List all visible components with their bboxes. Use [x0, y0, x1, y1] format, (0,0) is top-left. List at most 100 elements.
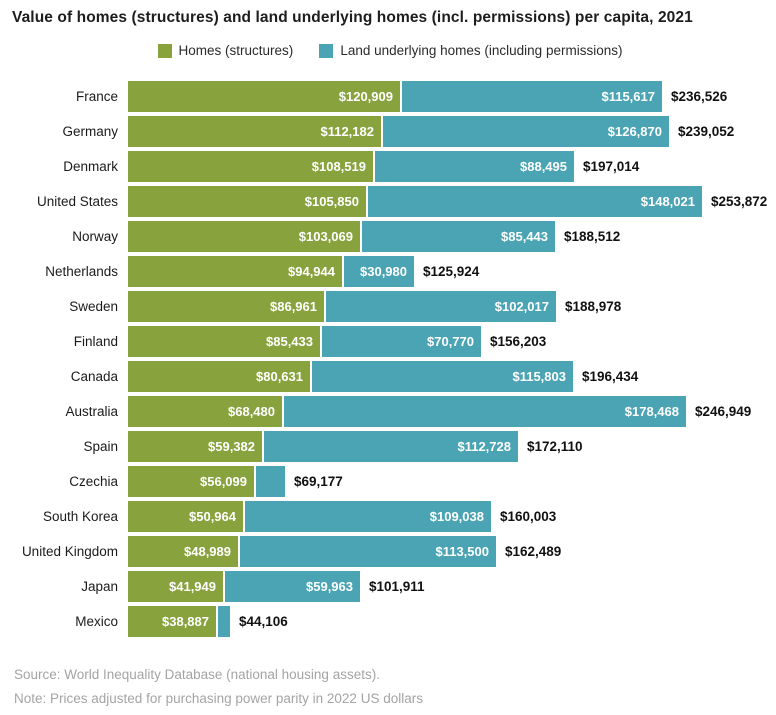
country-label: Finland	[73, 334, 118, 349]
country-label: Australia	[65, 404, 118, 419]
homes-segment: $120,909	[128, 81, 400, 112]
land-segment: $115,803	[312, 361, 573, 392]
bar-group: $86,961 $102,017 $188,978	[128, 291, 621, 322]
stacked-bar-chart: France $120,909 $115,617 $236,526 Germany $11…	[12, 79, 768, 639]
land-value-label: $112,728	[457, 439, 511, 454]
chart-row: Canada $80,631 $115,803 $196,434	[12, 359, 768, 394]
bar-group: $38,887 $44,106	[128, 606, 288, 637]
homes-value-label: $56,099	[200, 474, 247, 489]
land-value-label: $85,443	[501, 229, 548, 244]
ppp-note: Note: Prices adjusted for purchasing pow…	[14, 691, 423, 706]
land-legend-swatch	[319, 43, 334, 58]
total-label: $239,052	[678, 124, 735, 139]
total-label: $253,872	[711, 194, 768, 209]
total-label: $69,177	[294, 474, 343, 489]
country-label: United States	[36, 194, 118, 209]
bar-group: $103,069 $85,443 $188,512	[128, 221, 620, 252]
land-segment: $30,980	[344, 256, 414, 287]
chart-row: Australia $68,480 $178,468 $246,949	[12, 394, 768, 429]
total-label: $197,014	[583, 159, 640, 174]
country-label: Netherlands	[45, 264, 118, 279]
homes-segment: $38,887	[128, 606, 216, 637]
country-label: United Kingdom	[21, 544, 118, 559]
chart-row: Finland $85,433 $70,770 $156,203	[12, 324, 768, 359]
chart-row: Germany $112,182 $126,870 $239,052	[12, 114, 768, 149]
land-value-label: $30,980	[360, 264, 407, 279]
bar-group: $50,964 $109,038 $160,003	[128, 501, 556, 532]
homes-value-label: $105,850	[304, 194, 359, 209]
land-segment	[218, 606, 230, 637]
chart-row: Sweden $86,961 $102,017 $188,978	[12, 289, 768, 324]
land-value-label: $102,017	[494, 299, 549, 314]
land-segment: $59,963	[225, 571, 360, 602]
homes-segment: $56,099	[128, 466, 254, 497]
homes-value-label: $41,949	[169, 579, 216, 594]
chart-rows: France $120,909 $115,617 $236,526 Germany $11…	[12, 79, 768, 639]
homes-value-label: $38,887	[162, 614, 209, 629]
land-value-label: $178,468	[624, 404, 679, 419]
land-segment: $126,870	[383, 116, 669, 147]
total-label: $172,110	[527, 439, 583, 454]
land-value-label: $113,500	[435, 544, 489, 559]
homes-value-label: $112,182	[320, 124, 374, 139]
homes-legend-label: Homes (structures)	[178, 43, 294, 58]
land-segment: $115,617	[402, 81, 662, 112]
total-label: $162,489	[505, 544, 562, 559]
total-label: $160,003	[500, 509, 557, 524]
homes-value-label: $108,519	[311, 159, 366, 174]
homes-segment: $103,069	[128, 221, 360, 252]
total-label: $188,512	[564, 229, 621, 244]
homes-segment: $48,989	[128, 536, 238, 567]
country-label: South Korea	[42, 509, 118, 524]
chart-row: Netherlands $94,944 $30,980 $125,924	[12, 254, 768, 289]
land-segment	[256, 466, 285, 497]
total-label: $246,949	[695, 404, 752, 419]
land-value-label: $59,963	[306, 579, 353, 594]
country-label: Sweden	[69, 299, 118, 314]
chart-row: Spain $59,382 $112,728 $172,110	[12, 429, 768, 464]
land-segment: $70,770	[322, 326, 481, 357]
country-label: Germany	[62, 124, 118, 139]
land-value-label: $70,770	[427, 334, 474, 349]
land-segment: $178,468	[284, 396, 686, 427]
chart-row: Mexico $38,887 $44,106	[12, 604, 768, 639]
legend-item-land: Land underlying homes (including permiss…	[319, 43, 622, 58]
country-label: Czechia	[69, 474, 118, 489]
land-segment: $148,021	[368, 186, 702, 217]
homes-segment: $94,944	[128, 256, 342, 287]
homes-segment: $41,949	[128, 571, 223, 602]
homes-legend-swatch	[157, 43, 172, 58]
land-value-label: $115,617	[601, 89, 655, 104]
land-segment: $102,017	[326, 291, 556, 322]
homes-segment: $86,961	[128, 291, 324, 322]
source-note: Source: World Inequality Database (natio…	[14, 667, 380, 682]
land-segment: $109,038	[245, 501, 491, 532]
country-label: Denmark	[63, 159, 118, 174]
homes-value-label: $86,961	[270, 299, 317, 314]
page-title: Value of homes (structures) and land und…	[12, 9, 693, 26]
homes-value-label: $94,944	[288, 264, 335, 279]
bar-group: $108,519 $88,495 $197,014	[128, 151, 639, 182]
land-value-label: $126,870	[607, 124, 662, 139]
chart-row: South Korea $50,964 $109,038 $160,003	[12, 499, 768, 534]
bar-group: $105,850 $148,021 $253,872	[128, 186, 767, 217]
land-value-label: $148,021	[640, 194, 695, 209]
land-legend-label: Land underlying homes (including permiss…	[340, 43, 623, 58]
country-label: Mexico	[75, 614, 118, 629]
homes-value-label: $80,631	[256, 369, 303, 384]
chart-row: Norway $103,069 $85,443 $188,512	[12, 219, 768, 254]
chart-row: United Kingdom $48,989 $113,500 $162,489	[12, 534, 768, 569]
homes-segment: $85,433	[128, 326, 320, 357]
country-label: Canada	[70, 369, 118, 384]
footer: Source: World Inequality Database (natio…	[14, 663, 768, 711]
land-segment: $112,728	[264, 431, 518, 462]
legend: Homes (structures) Land underlying homes…	[12, 43, 768, 58]
country-label: Norway	[72, 229, 118, 244]
homes-value-label: $48,989	[184, 544, 231, 559]
land-segment: $88,495	[375, 151, 574, 182]
bar-group: $80,631 $115,803 $196,434	[128, 361, 638, 392]
land-segment: $113,500	[240, 536, 496, 567]
chart-row: France $120,909 $115,617 $236,526	[12, 79, 768, 114]
country-label: Spain	[83, 439, 118, 454]
